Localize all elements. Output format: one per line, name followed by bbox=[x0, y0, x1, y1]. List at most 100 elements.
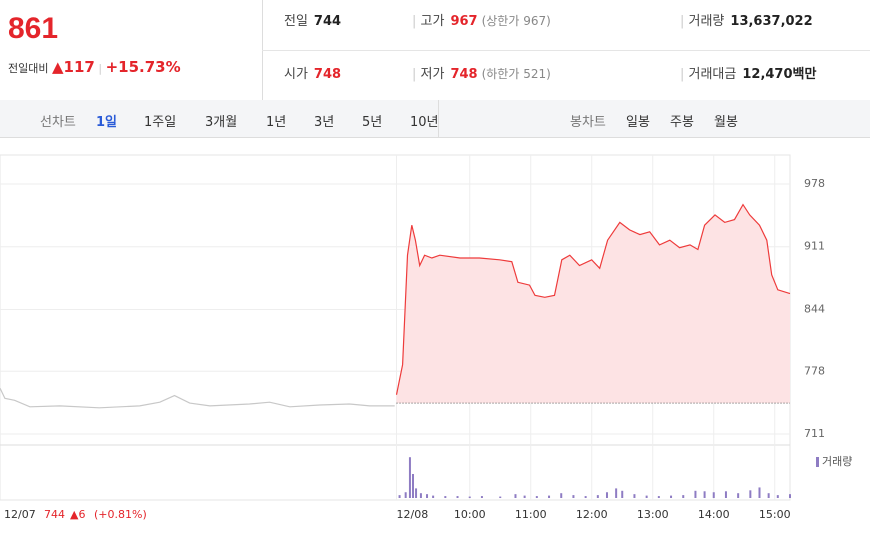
volume-bar bbox=[657, 496, 660, 498]
volume-bar bbox=[758, 487, 761, 498]
volume-bar bbox=[615, 488, 618, 498]
volume-bar bbox=[633, 494, 636, 498]
volume-bar bbox=[776, 495, 779, 498]
text: 13,637,022 bbox=[730, 14, 813, 29]
volume-bar bbox=[572, 495, 575, 498]
volume-bar bbox=[419, 493, 422, 498]
volume-bar bbox=[480, 496, 483, 498]
volume-bar bbox=[411, 474, 414, 498]
tab[interactable]: 3개월 bbox=[205, 115, 238, 130]
x-tick-label: 14:00 bbox=[698, 508, 730, 521]
tab[interactable]: 1년 bbox=[266, 115, 287, 130]
y-tick-label: 711 bbox=[804, 427, 825, 440]
tab: 선차트 bbox=[40, 115, 76, 130]
tab[interactable]: 3년 bbox=[314, 115, 335, 130]
y-tick-label: 778 bbox=[804, 364, 825, 377]
note-price: 744 bbox=[44, 508, 65, 521]
volume: | 거래량 13,637,022 bbox=[680, 14, 813, 29]
y-tick-label: 978 bbox=[804, 177, 825, 190]
low: | 저가 748 (하한가 521) bbox=[412, 67, 551, 82]
change-pct: +15.73% bbox=[105, 58, 181, 76]
tab[interactable]: 월봉 bbox=[714, 115, 738, 130]
quote-header: 861 전일대비 ▲117 | +15.73% 전일 744 | 고가 967 (상한… bbox=[0, 0, 870, 101]
volume-bar bbox=[694, 490, 697, 498]
tab[interactable]: 1일 bbox=[96, 115, 118, 130]
x-tick-label: 12:00 bbox=[576, 508, 608, 521]
high: | 고가 967 (상한가 967) bbox=[412, 14, 551, 29]
text: 고가 bbox=[420, 14, 445, 29]
volume-bar bbox=[444, 496, 447, 498]
tab[interactable]: 주봉 bbox=[670, 115, 694, 130]
volume-bar bbox=[468, 496, 471, 498]
volume-bar bbox=[514, 494, 517, 498]
volume-bar bbox=[523, 495, 526, 498]
text: 744 bbox=[313, 14, 342, 29]
note-date: 12/07 bbox=[4, 508, 36, 521]
volume-bar bbox=[408, 457, 411, 498]
y-tick-label: 844 bbox=[804, 302, 825, 315]
x-tick-label: 11:00 bbox=[515, 508, 547, 521]
open: 시가 748 bbox=[284, 63, 341, 82]
text: 748 bbox=[450, 67, 478, 82]
volume-bar bbox=[560, 493, 563, 498]
volume-bar bbox=[682, 495, 685, 498]
note-change: ▲6 bbox=[70, 508, 85, 521]
legend-swatch bbox=[816, 457, 819, 467]
volume-bar bbox=[645, 495, 648, 498]
note-pct: (+0.81%) bbox=[94, 508, 147, 521]
tab[interactable]: 일봉 bbox=[626, 115, 650, 130]
change-value: ▲117 bbox=[51, 58, 95, 76]
x-tick-label: 10:00 bbox=[454, 508, 486, 521]
text: 거래량 bbox=[688, 14, 725, 29]
volume-bar bbox=[426, 494, 429, 498]
price: 861 bbox=[8, 12, 59, 45]
volume-bar bbox=[712, 492, 715, 498]
volume-bar bbox=[548, 495, 551, 498]
volume-bar bbox=[670, 495, 673, 498]
text: 저가 bbox=[420, 67, 445, 82]
x-tick-label: 12/08 bbox=[397, 508, 429, 521]
tab[interactable]: 10년 bbox=[410, 115, 439, 130]
period-tabs: 선차트 1일 1주일 3개월 1년 3년 5년 10년 봉차트 일봉 주봉 월봉 bbox=[0, 100, 870, 138]
text: 시가 bbox=[284, 67, 308, 82]
prev: 전일 744 bbox=[284, 10, 341, 29]
x-tick-label: 13:00 bbox=[637, 508, 669, 521]
tab: 봉차트 bbox=[570, 115, 606, 130]
text: 전일 bbox=[284, 14, 308, 29]
volume-bar bbox=[584, 496, 587, 498]
volume-bar bbox=[596, 495, 599, 498]
volume-bar bbox=[535, 496, 538, 498]
area bbox=[396, 204, 790, 404]
tab[interactable]: 1주일 bbox=[144, 115, 177, 130]
volume-bar bbox=[415, 488, 418, 498]
volume-bar bbox=[499, 496, 502, 498]
change-label: 전일대비 bbox=[8, 62, 49, 75]
text: 748 bbox=[313, 67, 342, 82]
volume-bar bbox=[432, 495, 435, 498]
y-tick-label: 911 bbox=[804, 240, 825, 253]
volume-bar bbox=[398, 495, 401, 498]
volume-bar bbox=[737, 493, 740, 498]
text: 967 bbox=[450, 14, 478, 29]
x-tick-label: 15:00 bbox=[759, 508, 791, 521]
legend-label: 거래량 bbox=[822, 455, 852, 468]
volume-bar bbox=[724, 491, 727, 498]
volume-bar bbox=[789, 494, 791, 498]
change: 전일대비 ▲117 | +15.73% bbox=[8, 58, 181, 76]
amount: | 거래대금 12,470백만 bbox=[680, 67, 817, 82]
text: (상한가 967) bbox=[481, 14, 551, 28]
tab[interactable]: 5년 bbox=[362, 115, 383, 130]
volume-bar bbox=[703, 491, 706, 498]
text: 12,470백만 bbox=[742, 67, 817, 82]
volume-bar bbox=[749, 490, 752, 498]
volume-bar bbox=[767, 493, 770, 498]
price-line bbox=[0, 387, 395, 409]
volume-bar bbox=[605, 492, 608, 498]
volume-bar bbox=[404, 492, 407, 498]
volume-bar bbox=[621, 490, 624, 498]
text: 거래대금 bbox=[688, 67, 737, 82]
volume-bar bbox=[456, 496, 459, 498]
text: (하한가 521) bbox=[481, 67, 551, 81]
